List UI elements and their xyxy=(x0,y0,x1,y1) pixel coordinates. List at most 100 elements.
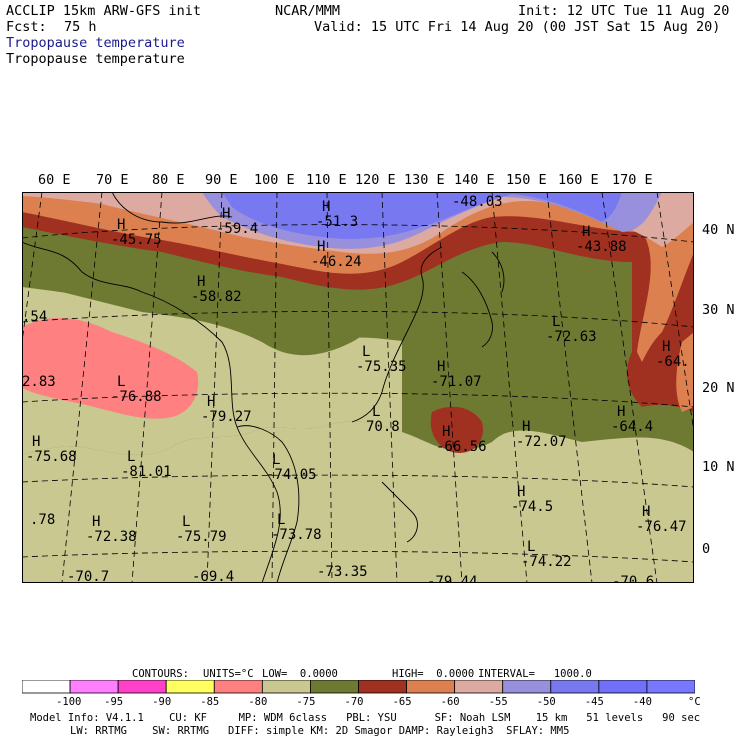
pressure-center-value: -74.5 xyxy=(511,499,553,515)
colorbar-tick-label: -75 xyxy=(296,696,316,708)
pressure-center-value: -46.24 xyxy=(311,254,362,270)
pressure-center-value: -70.6 xyxy=(612,574,654,583)
colorbar-swatch xyxy=(22,680,71,694)
pressure-center-letter: H xyxy=(32,434,40,450)
colorbar-swatch xyxy=(165,680,215,694)
pressure-center-value: -79.27 xyxy=(201,409,252,425)
pressure-center-letter: L xyxy=(272,452,280,468)
colorbar-tick-label: -65 xyxy=(392,696,412,708)
valid-time: Valid: 15 UTC Fri 14 Aug 20 (00 JST Sat … xyxy=(314,19,721,35)
pressure-center-value: -76.88 xyxy=(111,389,162,405)
pressure-center-value: -81.01 xyxy=(121,464,172,480)
pressure-center-value: -45.75 xyxy=(111,232,162,248)
pressure-center-value: -51.3 xyxy=(316,214,358,230)
init-time: Init: 12 UTC Tue 11 Aug 20 xyxy=(518,3,730,19)
pressure-center-letter: H xyxy=(522,419,530,435)
pressure-center-value: -72.07 xyxy=(516,434,567,450)
pressure-center-letter: L xyxy=(372,404,380,420)
pressure-center-letter: H xyxy=(222,206,230,222)
model-title: ACCLIP 15km ARW-GFS init xyxy=(6,3,202,19)
pressure-center-value: -43.88 xyxy=(576,239,627,255)
longitude-label: 140 E xyxy=(454,172,495,188)
colorbar-tick-label: -70 xyxy=(344,696,364,708)
pressure-center-letter: H xyxy=(442,424,450,440)
contours-high: HIGH= 0.0000 xyxy=(392,668,475,680)
pressure-center-value: -75.68 xyxy=(26,449,77,465)
field-band-65-60 xyxy=(22,192,694,412)
latitude-label: 0 xyxy=(702,541,711,557)
footer-model-info: Model Info: V4.1.1 CU: KF MP: WDM 6class… xyxy=(30,712,701,724)
pressure-center-value: 70.8 xyxy=(366,419,400,435)
colorbar-tick-label: -95 xyxy=(104,696,124,708)
colorbar-tick-label: -80 xyxy=(248,696,268,708)
pressure-center-letter: L xyxy=(362,344,370,360)
pressure-center-value: -48.03 xyxy=(452,194,503,210)
pressure-center-letter: L xyxy=(277,512,285,528)
pressure-center-value: -70.7 xyxy=(67,569,109,583)
colorbar-tick-label: -85 xyxy=(200,696,220,708)
field-band-60-55 xyxy=(22,192,694,362)
pressure-center-value: .54 xyxy=(22,309,47,325)
latitude-label: 10 N xyxy=(702,459,735,475)
colorbar-tick-label: -40 xyxy=(632,696,652,708)
field-title-primary: Tropopause temperature xyxy=(6,35,185,51)
pressure-center-letter: H xyxy=(437,359,445,375)
forecast-hours: 75 h xyxy=(64,19,97,35)
pressure-center-letter: H xyxy=(207,394,215,410)
field-band-65-60-south xyxy=(430,406,483,453)
longitude-label: 130 E xyxy=(404,172,445,188)
contours-label: CONTOURS: xyxy=(132,668,189,680)
contours-units: UNITS=°C xyxy=(203,668,254,680)
colorbar-swatch xyxy=(406,680,456,694)
colorbar-swatch xyxy=(358,680,407,694)
colorbar-tick-label: -90 xyxy=(152,696,172,708)
pressure-center-value: -75.35 xyxy=(356,359,407,375)
pressure-center-value: -76.47 xyxy=(636,519,687,535)
graticule xyxy=(22,192,694,583)
pressure-center-letter: L xyxy=(182,514,190,530)
latitude-label: 20 N xyxy=(702,380,735,396)
pressure-center-value: -74.22 xyxy=(521,554,572,570)
longitude-label: 170 E xyxy=(612,172,653,188)
colorbar-swatch xyxy=(550,680,600,694)
pressure-center-letter: H xyxy=(117,217,125,233)
field-band-45-40 xyxy=(222,192,622,239)
pressure-center-value: 2.83 xyxy=(22,374,56,390)
longitude-label: 150 E xyxy=(506,172,547,188)
pressure-center-value: -72.38 xyxy=(86,529,137,545)
longitude-label: 90 E xyxy=(205,172,238,188)
pressure-center-letter: H xyxy=(317,239,325,255)
colorbar-tick-label: -55 xyxy=(488,696,508,708)
pressure-center-letter: H xyxy=(662,339,670,355)
contours-interval: INTERVAL= 1000.0 xyxy=(478,668,592,680)
longitude-label: 100 E xyxy=(254,172,295,188)
pressure-center-letter: L xyxy=(127,449,135,465)
colorbar-unit: °C xyxy=(688,696,701,708)
colorbar-tick-label: -60 xyxy=(440,696,460,708)
longitude-label: 80 E xyxy=(152,172,185,188)
pressure-center-letter: H xyxy=(582,224,590,240)
pressure-center-letter: H xyxy=(92,514,100,530)
colorbar-swatch xyxy=(454,680,504,694)
latitude-label: 30 N xyxy=(702,302,735,318)
pressure-center-value: -66.56 xyxy=(436,439,487,455)
pressure-center-letter: H xyxy=(642,504,650,520)
colorbar-swatch xyxy=(310,680,359,694)
pressure-center-letter: L xyxy=(117,374,125,390)
colorbar xyxy=(22,680,695,694)
contours-low: LOW= 0.0000 xyxy=(262,668,338,680)
pressure-center-value: -64. xyxy=(656,354,690,370)
longitude-label: 160 E xyxy=(558,172,599,188)
pressure-center-value: .78 xyxy=(30,512,55,528)
longitude-label: 110 E xyxy=(306,172,347,188)
pressure-center-letter: H xyxy=(617,404,625,420)
colorbar-swatch xyxy=(69,680,119,694)
colorbar-tick-label: -45 xyxy=(584,696,604,708)
colorbar-swatch xyxy=(117,680,167,694)
coastlines xyxy=(22,192,505,583)
pressure-center-value: -69.4 xyxy=(192,569,234,583)
longitude-label: 120 E xyxy=(355,172,396,188)
field-band-olive-north xyxy=(22,232,422,345)
pressure-center-letter: H xyxy=(197,274,205,290)
pressure-center-value: -79.44 xyxy=(427,574,478,583)
